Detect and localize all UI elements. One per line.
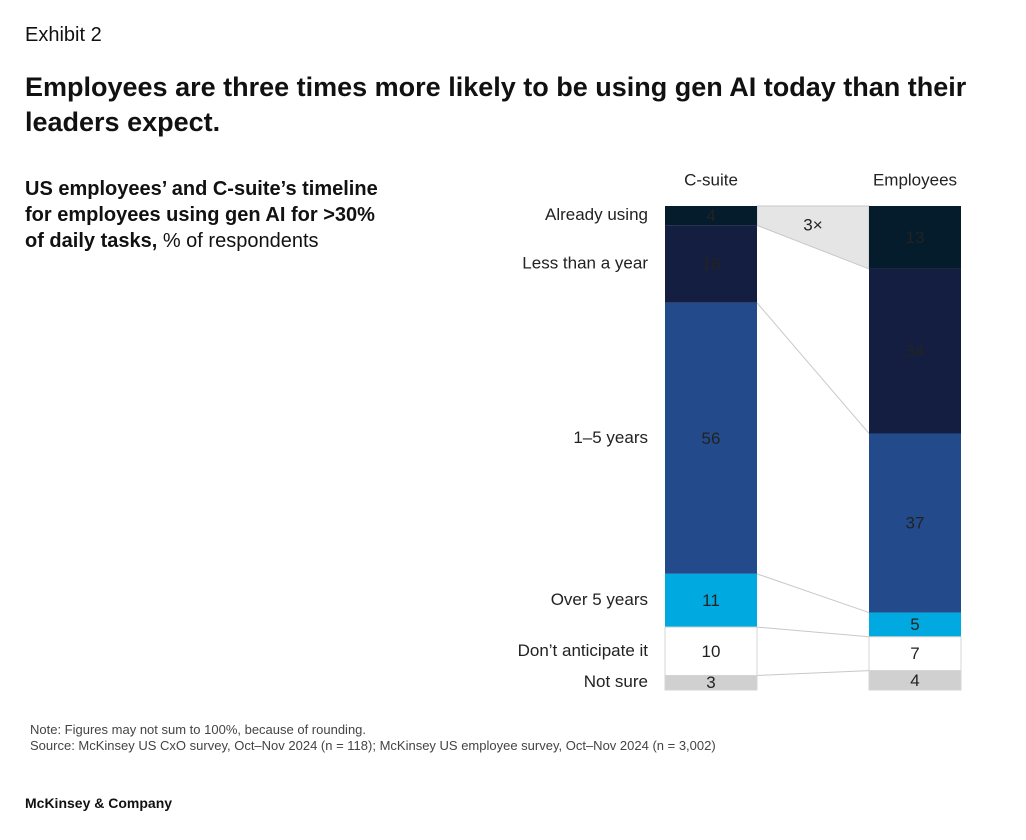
bar-segment: [868, 670, 962, 691]
value-label: 5: [910, 615, 919, 634]
connector-line: [756, 670, 870, 676]
unit-label: % of respondents: [162, 230, 319, 252]
bar-segment: [869, 268, 961, 434]
bar-segment: [665, 206, 757, 226]
bar-segment: [664, 674, 758, 691]
bar-segment: [665, 302, 757, 574]
value-label: 37: [906, 514, 925, 533]
bar-segment: [869, 433, 961, 613]
value-label: 16: [702, 255, 721, 274]
bar-segment: [665, 573, 757, 628]
annotation: 3×: [803, 215, 822, 234]
connector-line: [756, 573, 870, 614]
value-label: 34: [906, 342, 925, 361]
value-label: 3: [706, 673, 715, 692]
title: Employees are three times more likely to…: [25, 72, 967, 137]
bar-segment: [868, 636, 962, 672]
value-label: 11: [702, 591, 720, 610]
notes: Note: Figures may not sum to 100%, becau…: [30, 722, 716, 754]
segment-label: Less than a year: [522, 254, 648, 273]
column-header: C-suite: [684, 170, 738, 189]
value-label: 56: [702, 429, 721, 448]
segment-label: 1–5 years: [573, 428, 648, 447]
source: Source: McKinsey US CxO survey, Oct–Nov …: [30, 738, 716, 753]
footer: McKinsey & Company: [25, 795, 173, 811]
connector-line: [756, 302, 870, 434]
segment-label: Over 5 years: [551, 590, 648, 609]
chart: 3× C-suite 4 Already using 16 Less than a yea…: [518, 170, 962, 692]
segment-label: Don’t anticipate it: [518, 641, 649, 660]
connector-line: [756, 626, 870, 638]
value-label: 7: [910, 644, 919, 663]
subtitle-block: US employees’ and C-suite’s timeline for…: [25, 176, 385, 254]
bar-segment: [664, 626, 758, 676]
segment-label: Already using: [545, 205, 648, 224]
subtitle: US employees’ and C-suite’s timeline for…: [25, 178, 378, 252]
exhibit-label: Exhibit 2: [25, 24, 102, 46]
value-label: 13: [906, 228, 925, 247]
value-label: 4: [706, 206, 715, 225]
bar-segment: [665, 225, 757, 303]
note: Note: Figures may not sum to 100%, becau…: [30, 722, 367, 737]
value-label: 4: [910, 671, 919, 690]
value-label: 10: [702, 642, 721, 661]
segment-label: Not sure: [584, 672, 648, 691]
bar-segment: [869, 206, 961, 269]
column-header: Employees: [873, 170, 957, 189]
bar-segment: [869, 612, 961, 637]
